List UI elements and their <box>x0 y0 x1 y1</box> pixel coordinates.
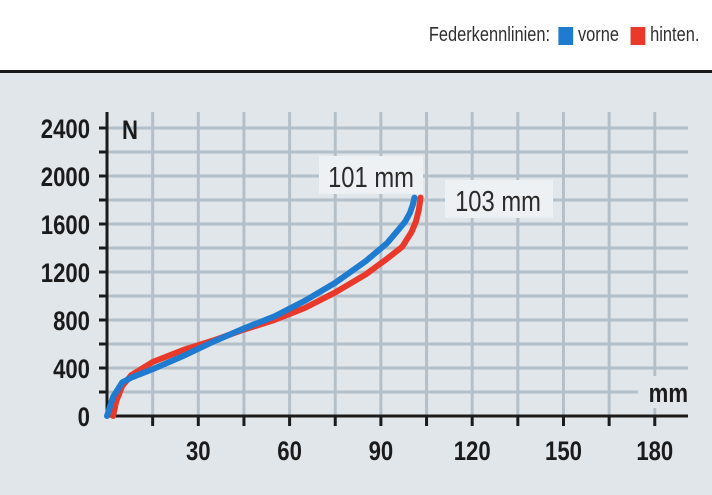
y-tick-label: 2400 <box>41 115 90 145</box>
y-axis-unit: N <box>122 116 138 146</box>
x-unit-backdrop <box>638 376 690 408</box>
x-tick-label: 90 <box>369 437 394 467</box>
x-tick-label: 60 <box>277 437 302 467</box>
legend-title: Federkennlinien: <box>428 24 551 46</box>
legend-label-vorne: vorne <box>578 24 620 46</box>
annotation-backdrop-hinten <box>445 180 553 218</box>
y-tick-label: 0 <box>78 403 90 433</box>
y-tick-label: 400 <box>53 355 90 385</box>
axes <box>99 112 688 426</box>
annotations: 101 mm 103 mm <box>319 156 553 218</box>
series-lines <box>104 194 424 419</box>
axis-labels: 30 60 90 120 150 180 0 400 800 1200 1600 2000 2400 Nm… <box>41 115 690 467</box>
series-line-hinten <box>110 194 424 419</box>
annotation-backdrop-vorne <box>319 156 423 194</box>
annotation-label-hinten: 103 mm <box>455 185 541 218</box>
y-tick-label: 800 <box>53 307 90 337</box>
x-tick-label: 120 <box>454 437 491 467</box>
y-tick-label: 1600 <box>41 211 90 241</box>
annotation-label-vorne: 101 mm <box>328 161 414 194</box>
x-tick-label: 30 <box>186 437 211 467</box>
x-tick-label: 180 <box>636 437 673 467</box>
legend-swatch-hinten <box>630 26 646 45</box>
y-tick-label: 2000 <box>41 163 90 193</box>
header-divider <box>0 70 712 73</box>
series-line-vorne <box>104 194 418 419</box>
x-axis-unit: mm <box>649 379 688 409</box>
legend-swatch-vorne <box>558 26 574 45</box>
x-tick-label: 150 <box>545 437 582 467</box>
y-tick-label: 1200 <box>41 259 90 289</box>
plot-panel <box>0 73 712 495</box>
chart-legend: Federkennlinien: vorne hinten. <box>429 24 706 47</box>
legend-label-hinten: hinten. <box>650 24 700 46</box>
